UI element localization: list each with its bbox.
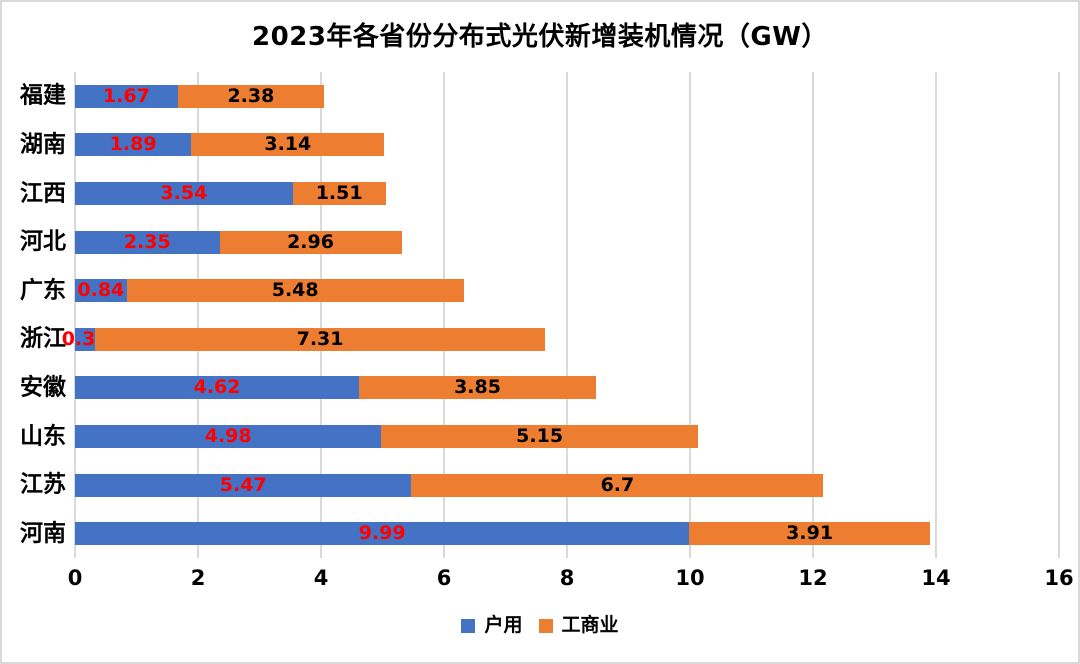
category-label: 河北 — [20, 228, 66, 255]
bar-segment-commercial: 7.31 — [95, 327, 545, 351]
category-label: 湖南 — [20, 131, 66, 158]
bar-row: 9.99 3.91 — [75, 522, 1059, 546]
bar-value-label: 2.96 — [287, 230, 334, 253]
bar-value-label: 4.98 — [204, 425, 252, 447]
bar-segment-commercial: 3.85 — [359, 376, 596, 400]
legend: 户用 工商业 — [2, 616, 1078, 635]
legend-item-commercial: 工商业 — [538, 614, 619, 636]
bar-segment-residential: 5.47 — [75, 473, 412, 497]
bar-row: 0.33 7.31 — [62, 327, 1059, 351]
bar-segment-residential: 2.35 — [75, 230, 220, 254]
gridline — [1058, 72, 1060, 558]
plot-area: 1.67 2.38 1.89 3.14 3.54 1.51 2.35 2.96 0.84 5.48… — [62, 72, 1060, 558]
gridline — [74, 72, 76, 558]
bar-row: 2.35 2.96 — [75, 230, 1059, 254]
gridline — [935, 72, 937, 558]
legend-swatch-blue-icon — [461, 618, 476, 633]
x-axis-tick-label: 10 — [675, 566, 705, 590]
bar-row: 3.54 1.51 — [75, 182, 1059, 205]
bar-segment-commercial: 5.15 — [381, 425, 698, 448]
bar-row: 5.47 6.7 — [75, 473, 1059, 497]
bar-segment-commercial: 3.91 — [689, 522, 930, 546]
bar-segment-commercial: 2.38 — [177, 84, 325, 108]
bar-value-label: 1.51 — [315, 182, 363, 204]
legend-label: 工商业 — [561, 614, 619, 636]
bar-value-label: 1.89 — [109, 133, 157, 156]
bar-segment-residential: 4.98 — [75, 425, 382, 448]
bar-row: 4.98 5.15 — [75, 425, 1059, 448]
bar-value-label: 9.99 — [358, 522, 406, 545]
bar-value-label: 3.85 — [454, 376, 501, 399]
gridline — [812, 72, 814, 558]
bar-segment-residential: 0.84 — [75, 279, 127, 303]
x-axis-tick-label: 8 — [559, 566, 575, 590]
category-label: 福建 — [20, 82, 66, 109]
x-axis-tick-label: 4 — [313, 566, 329, 590]
bar-segment-commercial: 6.7 — [411, 473, 824, 497]
category-label: 山东 — [20, 423, 66, 449]
gridline — [443, 72, 445, 558]
bar-segment-commercial: 3.14 — [191, 133, 385, 157]
bar-value-label: 3.54 — [160, 182, 208, 204]
legend-label: 户用 — [484, 614, 523, 636]
x-axis-tick-label: 14 — [921, 566, 951, 590]
category-label: 安徽 — [20, 374, 66, 401]
bar-value-label: 5.15 — [516, 425, 564, 447]
bar-value-label: 2.35 — [123, 230, 171, 253]
gridline — [689, 72, 691, 558]
x-axis-tick-label: 6 — [436, 566, 452, 590]
gridline — [320, 72, 322, 558]
bar-value-label: 0.84 — [77, 279, 125, 302]
x-axis-tick-label: 16 — [1044, 566, 1074, 590]
bar-segment-commercial: 2.96 — [219, 230, 402, 254]
gridline — [566, 72, 568, 558]
gridline — [197, 72, 199, 558]
bar-segment-residential: 4.62 — [75, 376, 360, 400]
category-label: 广东 — [20, 277, 66, 304]
bar-row: 0.84 5.48 — [75, 279, 1059, 303]
legend-swatch-orange-icon — [538, 618, 553, 633]
chart-title: 2023年各省份分布式光伏新增装机情况（GW） — [252, 22, 828, 52]
bar-value-label: 7.31 — [296, 327, 344, 350]
bar-value-label: 2.38 — [227, 84, 275, 107]
bar-segment-commercial: 1.51 — [292, 182, 386, 205]
bar-value-label: 3.91 — [786, 522, 834, 545]
bar-segment-residential: 0.33 — [62, 327, 109, 351]
bar-segment-residential: 1.67 — [75, 84, 178, 108]
legend-item-residential: 户用 — [461, 614, 523, 636]
bar-row: 4.62 3.85 — [75, 376, 1059, 400]
x-axis: 0 2 4 6 8 10 12 14 16 — [68, 566, 1074, 594]
x-axis-tick-label: 2 — [190, 566, 206, 590]
category-label: 河南 — [20, 520, 66, 547]
bar-value-label: 1.67 — [102, 84, 150, 107]
category-label: 江苏 — [20, 471, 66, 498]
bar-value-label: 3.14 — [264, 133, 312, 156]
bar-value-label: 6.7 — [600, 473, 635, 496]
bar-segment-commercial: 5.48 — [126, 279, 464, 303]
bar-value-label: 4.62 — [193, 376, 241, 399]
category-label: 浙江 — [20, 325, 66, 352]
bar-value-label: 5.48 — [271, 279, 319, 302]
bar-segment-residential: 9.99 — [75, 522, 690, 546]
bar-row: 1.67 2.38 — [75, 84, 1059, 108]
bar-segment-residential: 1.89 — [75, 133, 192, 157]
x-axis-tick-label: 12 — [798, 566, 828, 590]
category-label: 江西 — [20, 180, 66, 206]
bar-row: 1.89 3.14 — [75, 133, 1059, 157]
x-axis-tick-label: 0 — [67, 566, 83, 590]
bar-segment-residential: 3.54 — [75, 182, 293, 205]
bar-value-label: 5.47 — [219, 473, 267, 496]
